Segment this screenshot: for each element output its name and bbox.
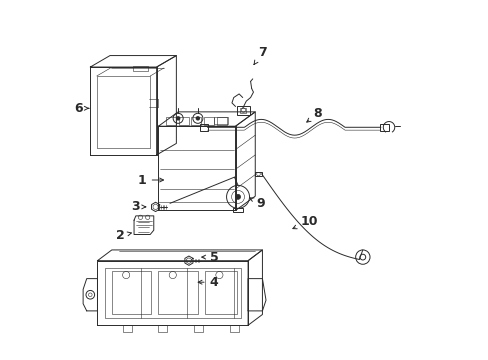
Bar (239, 108, 246, 113)
Circle shape (176, 116, 180, 121)
Bar (133, 66, 147, 71)
Text: 9: 9 (249, 197, 264, 210)
Text: 7: 7 (253, 46, 266, 64)
Bar (199, 124, 207, 131)
Text: 8: 8 (306, 107, 322, 122)
Bar (230, 324, 239, 332)
Bar (255, 172, 261, 176)
Bar (237, 106, 249, 115)
Bar (217, 117, 227, 125)
Text: 3: 3 (131, 201, 145, 213)
Text: 6: 6 (74, 102, 89, 115)
Bar (191, 117, 201, 125)
Text: 5: 5 (202, 251, 218, 264)
Circle shape (195, 116, 200, 121)
Bar (122, 324, 131, 332)
Bar (165, 117, 175, 125)
Text: 10: 10 (292, 215, 317, 229)
Bar (204, 271, 237, 315)
Bar (232, 208, 243, 212)
Bar (379, 124, 388, 131)
Bar (158, 324, 167, 332)
Bar (204, 117, 214, 125)
Bar (158, 271, 198, 315)
Circle shape (235, 194, 240, 199)
Text: 1: 1 (138, 174, 163, 186)
Bar (112, 271, 151, 315)
Bar (104, 268, 241, 318)
Text: 4: 4 (198, 276, 218, 289)
Bar (214, 117, 227, 124)
Bar (178, 117, 188, 125)
Text: 2: 2 (116, 229, 131, 242)
Bar (194, 324, 203, 332)
